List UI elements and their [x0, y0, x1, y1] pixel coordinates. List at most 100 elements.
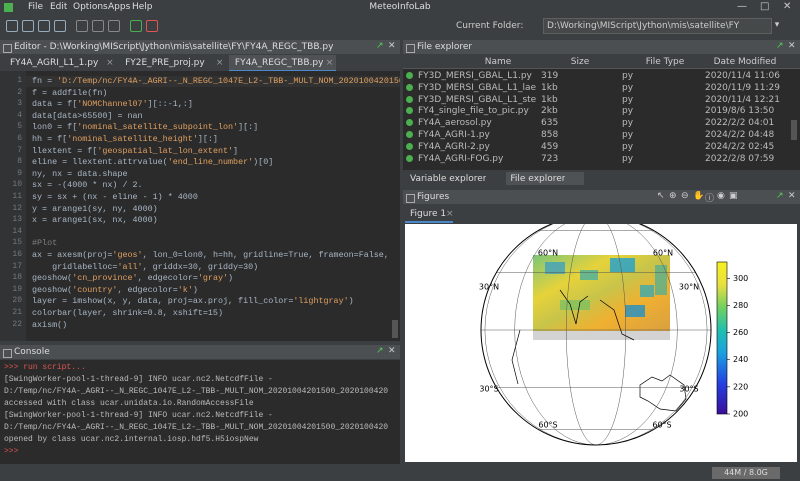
file-cell[interactable]: FY4_single_file_to_pic.py — [418, 106, 529, 117]
figure-tool[interactable]: ▣ — [729, 191, 738, 201]
editor-tab-close[interactable]: × — [106, 58, 114, 68]
file-explorer-close[interactable]: ✕ — [788, 41, 796, 51]
folder-path[interactable]: D:\Working\MIScript\Jython\mis\satellite… — [543, 18, 772, 34]
code-line: axism() — [32, 319, 68, 330]
file-cell: 2020/11/4 11:06 — [705, 71, 780, 81]
console-line: accessed with class ucar.unidata.io.Rand… — [4, 399, 254, 408]
toolbar-button[interactable] — [130, 20, 142, 32]
editor-tab-close[interactable]: × — [325, 58, 334, 68]
window-control[interactable]: □ — [760, 1, 770, 12]
figure-tab[interactable] — [405, 207, 453, 223]
figure-tool[interactable]: ◉ — [717, 191, 725, 201]
figure-tool[interactable]: ✋ — [693, 191, 705, 201]
toolbar-button[interactable] — [92, 20, 104, 32]
line-number: 1 — [17, 76, 22, 85]
editor-tab-label[interactable]: FY2E_PRE_proj.py — [125, 58, 205, 68]
console-line: >>> run script... — [4, 363, 86, 372]
figure-tab-close[interactable]: × — [446, 209, 454, 219]
figure-tool[interactable]: ⊖ — [681, 191, 689, 201]
line-number: 14 — [12, 226, 22, 236]
column-header[interactable]: Size — [570, 57, 590, 67]
editor-tab[interactable] — [119, 55, 226, 70]
figures-close[interactable]: ✕ — [788, 191, 796, 201]
cloud-patch — [580, 270, 598, 280]
toolbar-button[interactable] — [76, 20, 88, 32]
grid-label: 30°N — [479, 283, 499, 292]
explorer-tab[interactable] — [406, 172, 505, 185]
file-cell: 858 — [541, 130, 559, 140]
toolbar-button[interactable] — [22, 20, 34, 32]
file-explorer-undock[interactable]: ↗ — [776, 41, 784, 51]
figure-tab-label[interactable]: Figure 1 — [410, 209, 447, 219]
console-line: >>> — [4, 447, 19, 456]
line-number: 13 — [12, 215, 22, 225]
menu-item[interactable]: Apps — [108, 2, 131, 12]
figure-tool[interactable]: ⊕ — [669, 191, 677, 201]
file-cell[interactable]: FY3D_MERSI_GBAL_L1.py — [418, 71, 532, 81]
console-close[interactable]: ✕ — [388, 346, 396, 356]
menu-item[interactable]: Help — [132, 2, 153, 12]
editor-tab-label[interactable]: FY4A_REGC_TBB.py — [234, 58, 324, 68]
menu-item[interactable]: File — [28, 2, 44, 12]
editor-tab-label[interactable]: FY4A_AGRI_L1_1.py — [10, 58, 99, 68]
menu-item[interactable]: Options — [73, 2, 108, 12]
column-header[interactable]: Name — [484, 57, 512, 67]
file-cell: py — [622, 141, 634, 152]
code-line: layer = imshow(x, y, data, proj=ax.proj,… — [32, 296, 354, 307]
file-cell[interactable]: FY4A_AGRI-2.py — [418, 141, 490, 152]
column-header[interactable]: File Type — [645, 57, 685, 67]
console-undock[interactable]: ↗ — [376, 346, 384, 356]
file-cell[interactable]: FY3D_MERSI_GBAL_L1_laea.py — [418, 82, 536, 93]
editor-tab-close[interactable]: × — [215, 58, 224, 68]
code-line: gridlabelloc='all', griddx=30, griddy=30… — [32, 261, 259, 272]
file-table — [403, 55, 800, 170]
figures-icon — [406, 194, 415, 203]
toolbar-button[interactable] — [6, 20, 18, 32]
folder-dropdown[interactable]: ▾ — [774, 20, 780, 30]
file-cell[interactable]: FY4A_AGRI-FOG.py — [418, 153, 504, 164]
explorer-tab-label[interactable]: File explorer — [510, 174, 566, 184]
colorbar-tick-label: 200 — [733, 410, 748, 419]
editor-area — [0, 71, 400, 341]
file-cell: py — [622, 94, 634, 105]
explorer-tab[interactable] — [506, 172, 584, 185]
file-cell[interactable]: FY4A_AGRI-1.py — [418, 130, 490, 140]
console-line: D:/Temp/nc/FY4A-_AGRI--_N_REGC_1047E_L2-… — [4, 387, 389, 396]
file-cell: py — [622, 82, 634, 93]
file-icon — [406, 83, 413, 91]
editor-close[interactable]: ✕ — [388, 41, 396, 51]
window-control[interactable]: — — [737, 1, 747, 12]
toolbar-button[interactable] — [108, 20, 120, 32]
code-line: y = arange1(sy, ny, 4000) — [32, 203, 158, 214]
figure-tool[interactable]: ↖ — [657, 191, 665, 201]
code-line: data = f['NOMChannel07'][::-1,:] — [32, 99, 193, 110]
explorer-tab-label[interactable]: Variable explorer — [410, 174, 487, 184]
editor-tab[interactable] — [4, 55, 117, 70]
console-line: D:/Temp/nc/FY4A-_AGRI--_N_REGC_1047E_L2-… — [4, 423, 389, 432]
column-header[interactable]: Date Modified — [713, 57, 777, 67]
file-cell: 723 — [541, 153, 559, 164]
file-cell[interactable]: FY4A_aerosol.py — [418, 118, 492, 129]
code-line: data[data>65500] = nan — [32, 110, 143, 121]
current-line — [26, 76, 400, 87]
editor-icon — [3, 44, 12, 53]
editor-undock[interactable]: ↗ — [376, 41, 384, 51]
figure-tool[interactable]: ⓘ — [705, 194, 715, 204]
grid-label: 30°S — [679, 385, 698, 394]
grid-label: 60°N — [653, 249, 673, 258]
line-number: 22 — [12, 319, 22, 329]
figures-undock[interactable]: ↗ — [776, 191, 784, 201]
file-cell: 2020/11/4 12:21 — [705, 94, 780, 105]
toolbar-button[interactable] — [146, 20, 158, 32]
file-cell: 635 — [541, 118, 559, 129]
code-line: geoshow('cn_province', edgecolor='gray') — [32, 273, 234, 284]
window-control[interactable]: ✕ — [783, 1, 792, 12]
file-cell: 319 — [541, 71, 559, 81]
toolbar-button[interactable] — [38, 20, 50, 32]
code-line: geoshow('country', edgecolor='k') — [32, 284, 198, 295]
file-cell[interactable]: FY3D_MERSI_GBAL_L1_stere.py — [418, 94, 536, 105]
menu-item[interactable]: Edit — [50, 2, 68, 12]
coastline — [511, 289, 687, 412]
toolbar-button[interactable] — [54, 20, 66, 32]
